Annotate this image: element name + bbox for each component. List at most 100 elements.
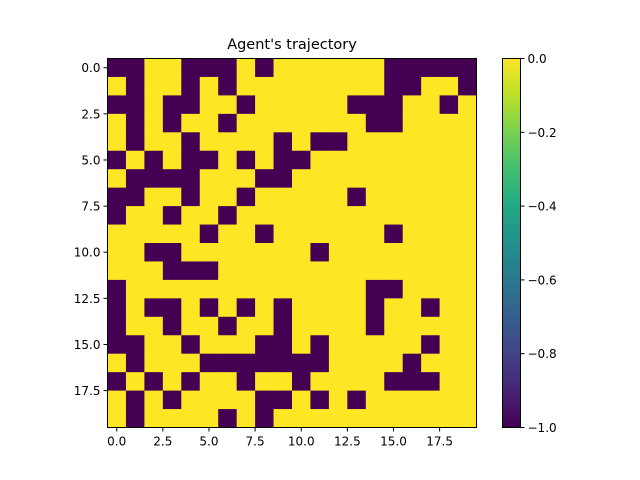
y-tick-label: 12.5 xyxy=(74,292,101,306)
heatmap-cell xyxy=(162,372,182,391)
heatmap-cell xyxy=(402,243,422,262)
heatmap-cell xyxy=(402,132,422,152)
heatmap-cell xyxy=(365,169,385,189)
heatmap-cell xyxy=(199,113,219,133)
heatmap-cell xyxy=(384,224,404,244)
heatmap-cell xyxy=(458,372,477,391)
heatmap-cell xyxy=(144,58,164,78)
heatmap-cell xyxy=(365,206,385,225)
heatmap-cell xyxy=(107,243,127,262)
heatmap-cell xyxy=(181,113,201,133)
heatmap-cell xyxy=(328,132,348,152)
heatmap-cell xyxy=(347,206,367,225)
heatmap-cell xyxy=(292,150,311,170)
heatmap-cell xyxy=(402,95,422,115)
heatmap-cell xyxy=(458,95,477,115)
heatmap-cell xyxy=(144,279,164,299)
x-tick-label: 0.0 xyxy=(107,435,126,449)
y-tick-label: 5.0 xyxy=(81,153,100,167)
heatmap-cell xyxy=(292,243,311,262)
heatmap-cell xyxy=(236,95,256,115)
heatmap-cell xyxy=(144,335,164,355)
x-tick-label: 2.5 xyxy=(153,435,172,449)
heatmap-cell xyxy=(162,187,182,207)
heatmap-cell xyxy=(328,224,348,244)
heatmap-cell xyxy=(181,409,201,428)
heatmap-cell xyxy=(144,95,164,115)
heatmap-cell xyxy=(347,113,367,133)
heatmap-cell xyxy=(273,113,293,133)
x-tick-label: 15.0 xyxy=(380,435,407,449)
heatmap-cell xyxy=(292,279,311,299)
x-tick-label: 10.0 xyxy=(288,435,315,449)
heatmap-cell xyxy=(144,353,164,373)
heatmap-cell xyxy=(181,187,201,207)
heatmap-cell xyxy=(236,76,256,96)
heatmap-cell xyxy=(402,113,422,133)
heatmap-cell xyxy=(439,150,459,170)
heatmap-cell xyxy=(125,316,145,336)
heatmap-cell xyxy=(162,298,182,318)
heatmap-cell xyxy=(384,372,404,391)
heatmap-cell xyxy=(328,150,348,170)
heatmap-cell xyxy=(310,353,330,373)
heatmap-cell xyxy=(328,58,348,78)
heatmap-cell xyxy=(273,224,293,244)
heatmap-cell xyxy=(181,224,201,244)
heatmap-cell xyxy=(125,150,145,170)
x-tick-label: 5.0 xyxy=(199,435,218,449)
heatmap-cell xyxy=(384,76,404,96)
heatmap-cell xyxy=(181,316,201,336)
heatmap-cell xyxy=(347,58,367,78)
heatmap-cell xyxy=(458,58,477,78)
chart-title: Agent's trajectory xyxy=(227,37,357,53)
heatmap-cell xyxy=(255,372,274,391)
heatmap-cell xyxy=(365,76,385,96)
heatmap-cell xyxy=(255,169,274,189)
heatmap-cell xyxy=(107,353,127,373)
heatmap-cell xyxy=(347,187,367,207)
heatmap-cell xyxy=(144,206,164,225)
x-tick-label: 7.5 xyxy=(246,435,265,449)
heatmap-cell xyxy=(199,409,219,428)
heatmap-cell xyxy=(107,206,127,225)
heatmap-cell xyxy=(162,95,182,115)
heatmap-cell xyxy=(236,206,256,225)
heatmap-cell xyxy=(402,353,422,373)
heatmap-cell xyxy=(162,243,182,262)
heatmap-cell xyxy=(421,261,440,281)
heatmap-cell xyxy=(181,206,201,225)
heatmap-cell xyxy=(218,390,238,410)
heatmap-cell xyxy=(421,76,440,96)
heatmap-cell xyxy=(458,390,477,410)
heatmap-cell xyxy=(365,58,385,78)
heatmap-cell xyxy=(347,279,367,299)
heatmap-cell xyxy=(292,298,311,318)
heatmap-cell xyxy=(292,390,311,410)
y-tick-label: 17.5 xyxy=(74,384,101,398)
heatmap-cell xyxy=(236,353,256,373)
heatmap-cell xyxy=(236,390,256,410)
y-tick-label: 2.5 xyxy=(81,107,100,121)
heatmap-cell xyxy=(125,353,145,373)
heatmap-cell xyxy=(292,76,311,96)
heatmap-cell xyxy=(384,169,404,189)
heatmap-cell xyxy=(107,113,127,133)
heatmap-cell xyxy=(236,243,256,262)
heatmap-cell xyxy=(347,95,367,115)
heatmap-cell xyxy=(347,243,367,262)
heatmap-cell xyxy=(218,206,238,225)
heatmap-cell xyxy=(328,243,348,262)
heatmap-cell xyxy=(365,132,385,152)
heatmap-cell xyxy=(255,243,274,262)
heatmap-cell xyxy=(328,113,348,133)
heatmap-cell xyxy=(218,132,238,152)
colorbar-frame xyxy=(502,58,521,428)
heatmap-cell xyxy=(162,132,182,152)
heatmap-cell xyxy=(199,187,219,207)
heatmap-cell xyxy=(439,169,459,189)
heatmap-cell xyxy=(199,95,219,115)
heatmap-cell xyxy=(125,335,145,355)
heatmap-cell xyxy=(347,316,367,336)
y-tick-label: 15.0 xyxy=(74,338,101,352)
